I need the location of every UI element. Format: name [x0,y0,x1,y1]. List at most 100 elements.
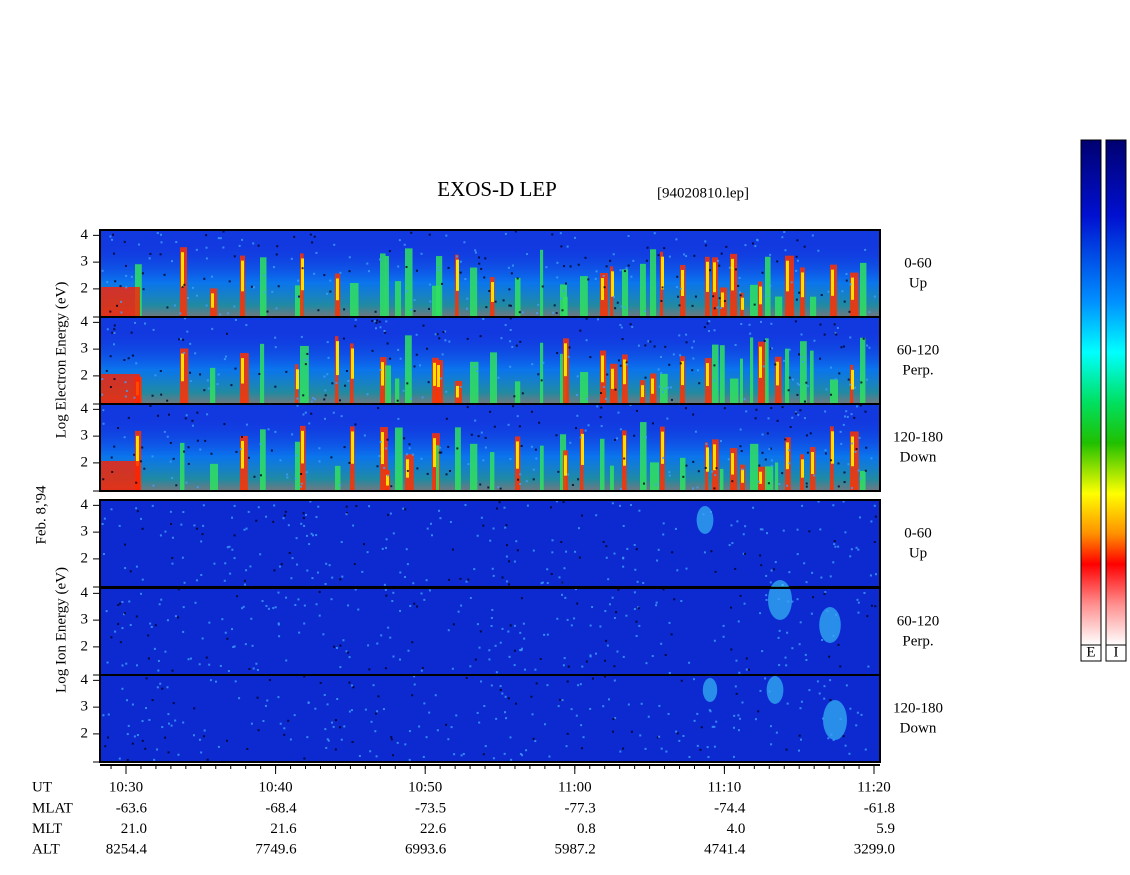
speckle [679,287,682,290]
speckle [334,748,337,751]
speckle [519,340,522,343]
speckle [532,468,535,471]
streak [490,352,497,404]
speckle [595,270,598,273]
speckle [313,235,316,238]
speckle [655,604,658,607]
speckle [849,283,852,286]
speckle [268,679,271,682]
speckle [704,466,707,469]
speckle [733,714,736,717]
speckle [491,567,494,570]
speckle [396,741,399,744]
speckle [768,690,771,693]
speckle [106,328,109,331]
speckle [612,730,615,733]
speckle [291,557,294,560]
speckle [335,646,338,649]
speckle [692,340,695,343]
speckle [182,630,185,633]
ion-blob [702,678,718,702]
speckle [480,516,483,519]
speckle [303,622,306,625]
speckle [308,543,311,546]
speckle [842,423,845,426]
speckle [800,355,803,358]
speckle [210,452,213,455]
speckle [199,448,202,451]
speckle [385,538,388,541]
speckle [178,338,181,341]
speckle [239,448,242,451]
speckle [420,457,423,460]
streak-core [623,435,626,466]
speckle [817,249,820,252]
panel-label: 120-180 [893,700,943,716]
speckle [504,695,507,698]
speckle [263,291,266,294]
speckle [110,508,113,511]
speckle [603,385,606,388]
speckle [175,240,178,243]
speckle [743,552,746,555]
speckle [585,339,588,342]
speckle [474,249,477,252]
speckle [236,595,239,598]
speckle [666,417,669,420]
speckle [163,273,166,276]
speckle [110,238,113,241]
streak-core [721,292,724,308]
speckle [381,547,384,550]
speckle [339,726,342,729]
speckle [605,556,608,559]
speckle [869,574,872,577]
speckle [696,712,699,715]
ephemeris-value: -74.4 [714,800,746,816]
speckle [693,254,696,257]
speckle [696,369,699,372]
speckle [208,621,211,624]
speckle [614,388,617,391]
speckle [166,686,169,689]
speckle [633,543,636,546]
speckle [405,548,408,551]
speckle [522,622,525,625]
speckle [759,689,762,692]
speckle [167,751,170,754]
speckle [272,266,275,269]
speckle [574,550,577,553]
speckle [348,681,351,684]
speckle [756,239,759,242]
speckle [278,635,281,638]
speckle [124,381,127,384]
speckle [408,730,411,733]
speckle [854,450,857,453]
speckle [339,578,342,581]
speckle [363,434,366,437]
speckle [784,656,787,659]
speckle [245,569,248,572]
speckle [265,515,268,518]
speckle [566,618,569,621]
speckle [280,563,283,566]
speckle [171,557,174,560]
speckle [558,576,561,579]
speckle [798,291,801,294]
speckle [509,304,512,307]
speckle [748,323,751,326]
speckle [789,425,792,428]
speckle [820,576,823,579]
speckle [660,299,663,302]
speckle [127,724,130,727]
speckle [626,547,629,550]
speckle [857,548,860,551]
speckle [616,650,619,653]
speckle [350,684,353,687]
speckle [696,486,699,489]
streak-core [601,355,604,383]
speckle [129,624,132,627]
speckle [753,303,756,306]
speckle [801,504,804,507]
speckle [723,300,726,303]
speckle [501,692,504,695]
